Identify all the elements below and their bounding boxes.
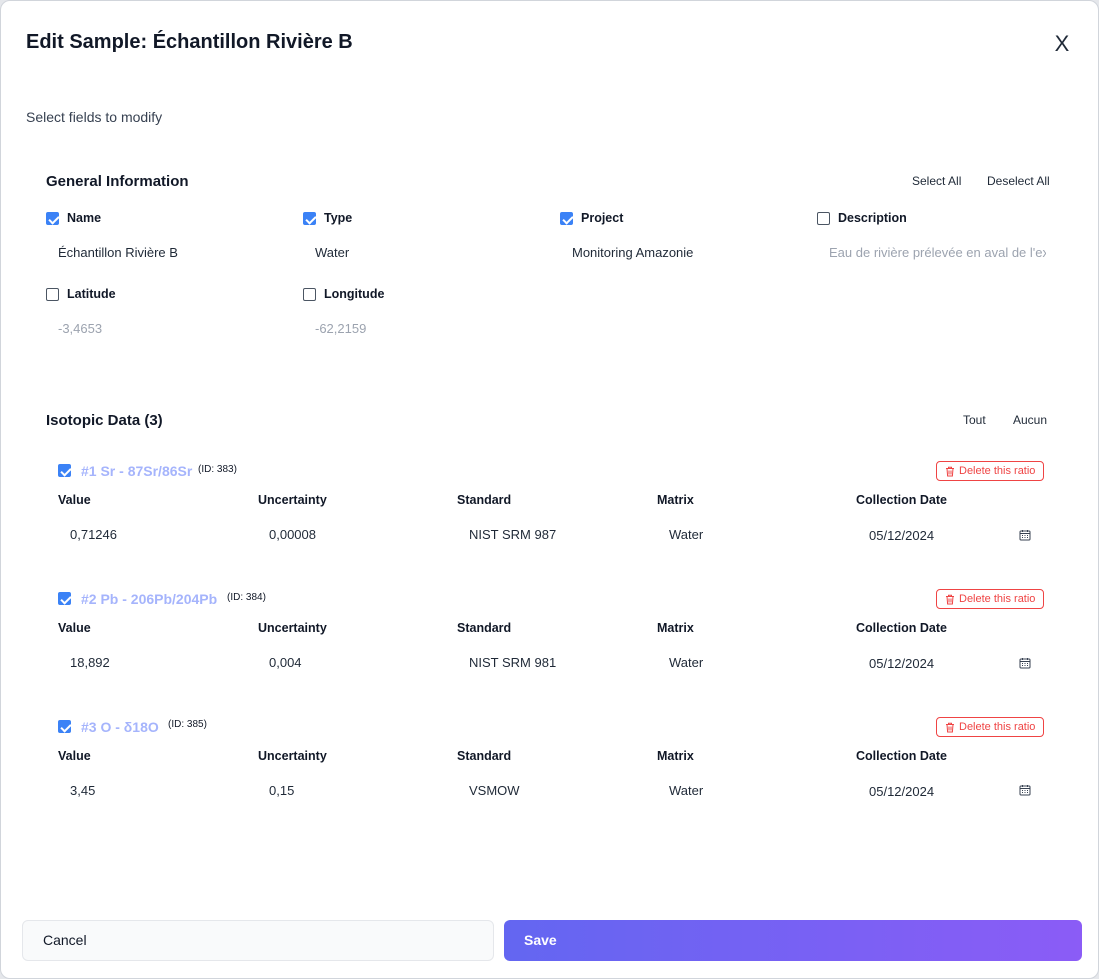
ratio-3-checkbox[interactable]	[58, 720, 71, 733]
close-button[interactable]: X	[1054, 31, 1070, 56]
collection-date-column-label: Collection Date	[856, 493, 947, 507]
dialog-title: Edit Sample: Échantillon Rivière B	[26, 31, 353, 53]
longitude-value[interactable]: -62,2159	[315, 321, 367, 336]
project-label: Project	[581, 211, 624, 225]
delete-label: Delete this ratio	[959, 593, 1036, 605]
collection-date-column-label: Collection Date	[856, 749, 947, 763]
calendar-icon[interactable]	[1019, 657, 1031, 669]
name-label: Name	[67, 211, 102, 225]
trash-icon	[946, 722, 954, 732]
ratio-2-value-input[interactable]: 18,892	[70, 655, 110, 670]
description-label: Description	[838, 211, 907, 225]
matrix-column-label: Matrix	[657, 621, 694, 635]
ratio-2-matrix-input[interactable]: Water	[669, 655, 704, 670]
ratio-1-uncertainty-input[interactable]: 0,00008	[269, 527, 316, 542]
calendar-icon[interactable]	[1019, 784, 1031, 796]
ratio-1-standard-input[interactable]: NIST SRM 987	[469, 527, 557, 542]
ratio-1-delete-button[interactable]: Delete this ratio	[936, 461, 1045, 481]
cancel-button[interactable]: Cancel	[22, 920, 494, 961]
description-value[interactable]: Eau de rivière prélevée en aval de l'ex	[829, 245, 1046, 260]
ratio-1-title: #1 Sr - 87Sr/86Sr	[81, 463, 193, 479]
ratio-1-value-input[interactable]: 0,71246	[70, 527, 117, 542]
standard-column-label: Standard	[457, 621, 512, 635]
type-value[interactable]: Water	[315, 245, 350, 260]
standard-column-label: Standard	[457, 493, 512, 507]
description-checkbox[interactable]	[817, 212, 830, 225]
matrix-column-label: Matrix	[657, 493, 694, 507]
longitude-checkbox[interactable]	[303, 288, 316, 301]
longitude-label: Longitude	[324, 287, 385, 301]
standard-column-label: Standard	[457, 749, 512, 763]
ratio-3-delete-button[interactable]: Delete this ratio	[936, 717, 1045, 737]
matrix-column-label: Matrix	[657, 749, 694, 763]
latitude-checkbox[interactable]	[46, 288, 59, 301]
ratio-3-matrix-input[interactable]: Water	[669, 783, 704, 798]
ratio-2-delete-button[interactable]: Delete this ratio	[936, 589, 1045, 609]
value-column-label: Value	[58, 621, 91, 635]
delete-label: Delete this ratio	[959, 465, 1036, 477]
project-value[interactable]: Monitoring Amazonie	[572, 245, 694, 260]
type-checkbox[interactable]	[303, 212, 316, 225]
name-value[interactable]: Échantillon Rivière B	[58, 245, 178, 260]
isotopic-section-title: Isotopic Data (3)	[46, 412, 163, 429]
collection-date-column-label: Collection Date	[856, 621, 947, 635]
name-checkbox[interactable]	[46, 212, 59, 225]
latitude-label: Latitude	[67, 287, 116, 301]
ratio-2-checkbox[interactable]	[58, 592, 71, 605]
ratio-3-title: #3 O - δ18O	[81, 719, 159, 735]
ratio-2-id: (ID: 384)	[227, 592, 266, 603]
trash-icon	[946, 466, 954, 476]
ratio-2-title: #2 Pb - 206Pb/204Pb	[81, 591, 218, 607]
calendar-icon[interactable]	[1019, 529, 1031, 541]
ratio-2-uncertainty-input[interactable]: 0,004	[269, 655, 302, 670]
ratio-3-date-input[interactable]: 05/12/2024	[869, 784, 935, 799]
value-column-label: Value	[58, 493, 91, 507]
ratio-1-checkbox[interactable]	[58, 464, 71, 477]
ratio-3-uncertainty-input[interactable]: 0,15	[269, 783, 295, 798]
uncertainty-column-label: Uncertainty	[258, 621, 327, 635]
ratio-2-standard-input[interactable]: NIST SRM 981	[469, 655, 557, 670]
uncertainty-column-label: Uncertainty	[258, 493, 327, 507]
trash-icon	[946, 594, 954, 604]
value-column-label: Value	[58, 749, 91, 763]
ratio-3-id: (ID: 385)	[168, 719, 207, 730]
select-all-button[interactable]: Select All	[912, 174, 962, 188]
latitude-value[interactable]: -3,4653	[58, 321, 103, 336]
delete-label: Delete this ratio	[959, 721, 1036, 733]
dialog-subtitle: Select fields to modify	[26, 109, 163, 125]
ratio-1-date-input[interactable]: 05/12/2024	[869, 528, 935, 543]
general-section-title: General Information	[46, 173, 189, 190]
ratio-1-id: (ID: 383)	[198, 464, 237, 475]
deselect-all-ratios-button[interactable]: Aucun	[1013, 413, 1048, 427]
ratio-2-date-input[interactable]: 05/12/2024	[869, 656, 935, 671]
ratio-3-standard-input[interactable]: VSMOW	[469, 783, 520, 798]
type-label: Type	[324, 211, 353, 225]
ratio-3-value-input[interactable]: 3,45	[70, 783, 96, 798]
save-button[interactable]: Save	[504, 920, 1082, 961]
deselect-all-button[interactable]: Deselect All	[987, 174, 1050, 188]
uncertainty-column-label: Uncertainty	[258, 749, 327, 763]
project-checkbox[interactable]	[560, 212, 573, 225]
select-all-ratios-button[interactable]: Tout	[963, 413, 986, 427]
ratio-1-matrix-input[interactable]: Water	[669, 527, 704, 542]
